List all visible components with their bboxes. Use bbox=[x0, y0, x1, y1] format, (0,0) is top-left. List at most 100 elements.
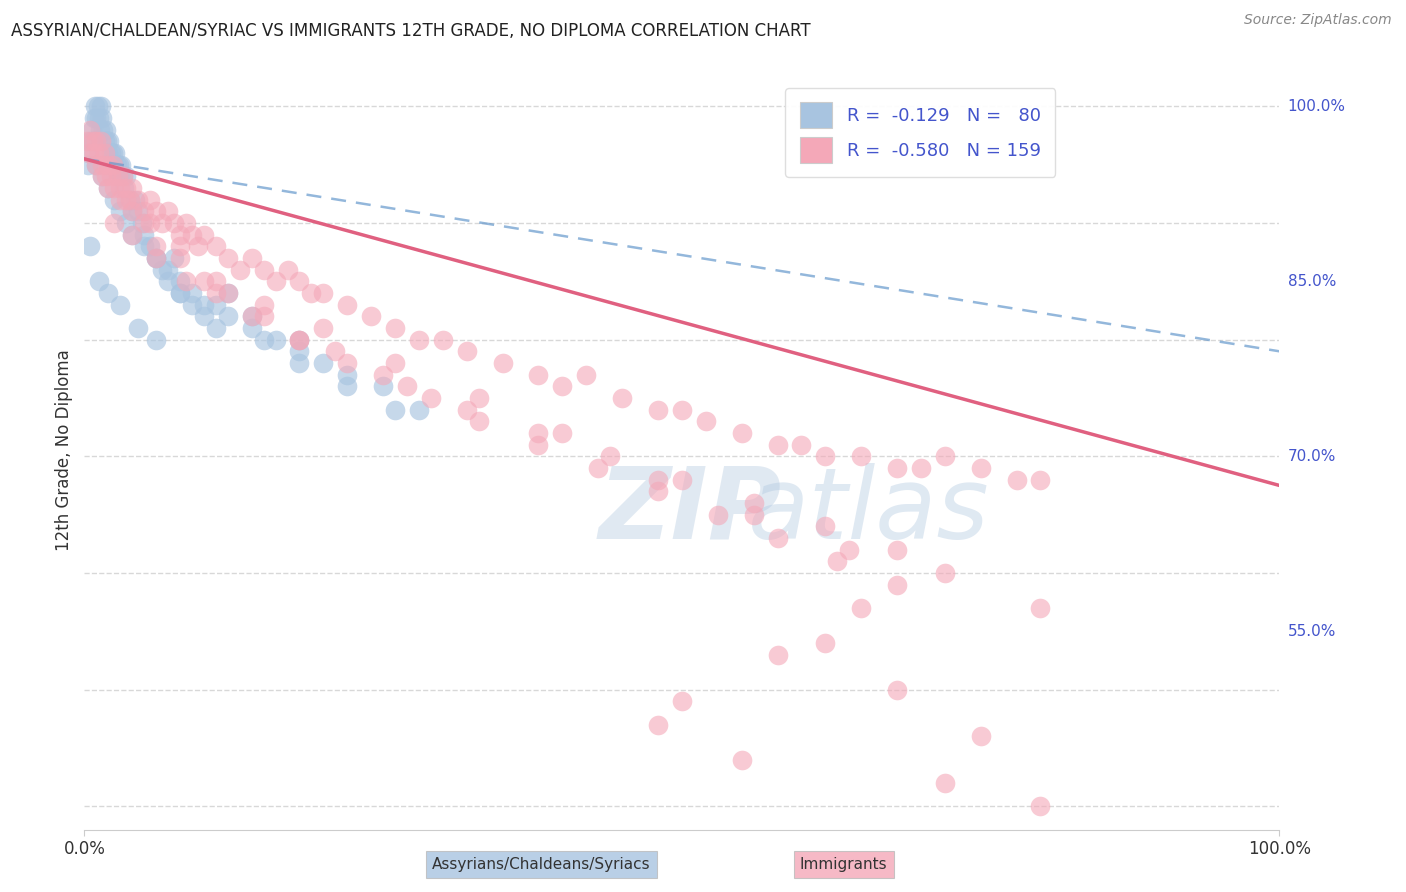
Point bbox=[96, 134, 118, 148]
Point bbox=[240, 310, 263, 324]
Point bbox=[86, 158, 108, 172]
Point bbox=[910, 461, 932, 475]
Point bbox=[157, 204, 180, 219]
Point bbox=[288, 356, 311, 370]
Point bbox=[731, 753, 754, 767]
Point bbox=[527, 425, 550, 440]
Point bbox=[851, 450, 873, 464]
Point bbox=[118, 193, 141, 207]
Point bbox=[187, 239, 209, 253]
Point bbox=[934, 450, 956, 464]
Point bbox=[671, 694, 693, 708]
Point bbox=[253, 262, 276, 277]
Point bbox=[91, 169, 114, 184]
Point bbox=[277, 262, 299, 277]
Point bbox=[886, 542, 908, 557]
Point bbox=[91, 111, 114, 125]
Point bbox=[647, 717, 669, 731]
Y-axis label: 12th Grade, No Diploma: 12th Grade, No Diploma bbox=[55, 350, 73, 551]
Point bbox=[671, 402, 693, 417]
Point bbox=[139, 193, 162, 207]
Point bbox=[217, 285, 239, 300]
Point bbox=[121, 227, 143, 242]
Point bbox=[551, 379, 574, 393]
Point bbox=[181, 227, 204, 242]
Point bbox=[79, 134, 101, 148]
Point bbox=[94, 169, 117, 184]
Point bbox=[288, 333, 311, 347]
Point bbox=[886, 577, 908, 591]
Point bbox=[205, 285, 228, 300]
Point bbox=[205, 321, 228, 335]
Point bbox=[77, 146, 100, 161]
Point bbox=[118, 193, 141, 207]
Point bbox=[827, 554, 849, 568]
Point bbox=[157, 274, 180, 288]
Point bbox=[814, 519, 837, 533]
Point bbox=[264, 333, 287, 347]
Point bbox=[110, 298, 132, 312]
Point bbox=[288, 344, 311, 359]
Point bbox=[132, 227, 156, 242]
Point bbox=[742, 496, 765, 510]
Point bbox=[551, 425, 574, 440]
Point bbox=[77, 158, 100, 172]
Text: 70.0%: 70.0% bbox=[1288, 449, 1336, 464]
Point bbox=[103, 181, 125, 195]
Point bbox=[205, 298, 228, 312]
Text: Immigrants: Immigrants bbox=[800, 857, 887, 872]
Point bbox=[396, 379, 419, 393]
Text: Assyrians/Chaldeans/Syriacs: Assyrians/Chaldeans/Syriacs bbox=[432, 857, 651, 872]
Point bbox=[312, 285, 335, 300]
Point bbox=[731, 425, 754, 440]
Point bbox=[264, 274, 287, 288]
Point bbox=[288, 274, 311, 288]
Point bbox=[132, 216, 156, 230]
Point bbox=[145, 333, 167, 347]
Point bbox=[814, 450, 837, 464]
Point bbox=[100, 146, 122, 161]
Point bbox=[1005, 473, 1028, 487]
Point bbox=[169, 251, 191, 265]
Point bbox=[105, 158, 128, 172]
Point bbox=[97, 181, 120, 195]
Point bbox=[193, 298, 215, 312]
Point bbox=[127, 321, 149, 335]
Point bbox=[110, 158, 132, 172]
Point bbox=[373, 379, 395, 393]
Point bbox=[240, 321, 263, 335]
Point bbox=[110, 169, 132, 184]
Point bbox=[193, 310, 215, 324]
Point bbox=[87, 111, 110, 125]
Point bbox=[970, 461, 993, 475]
Point bbox=[1029, 473, 1052, 487]
Point bbox=[886, 461, 908, 475]
Point bbox=[101, 146, 124, 161]
Point bbox=[93, 134, 115, 148]
Point bbox=[169, 285, 191, 300]
Point bbox=[647, 402, 669, 417]
Point bbox=[97, 285, 120, 300]
Point bbox=[104, 146, 127, 161]
Point bbox=[384, 321, 406, 335]
Point bbox=[384, 356, 406, 370]
Point bbox=[468, 391, 491, 405]
Point bbox=[588, 461, 610, 475]
Legend: R =  -0.129   N =   80, R =  -0.580   N = 159: R = -0.129 N = 80, R = -0.580 N = 159 bbox=[786, 88, 1056, 177]
Point bbox=[124, 193, 146, 207]
Point bbox=[174, 274, 197, 288]
Point bbox=[217, 251, 239, 265]
Point bbox=[103, 193, 125, 207]
Text: ASSYRIAN/CHALDEAN/SYRIAC VS IMMIGRANTS 12TH GRADE, NO DIPLOMA CORRELATION CHART: ASSYRIAN/CHALDEAN/SYRIAC VS IMMIGRANTS 1… bbox=[11, 22, 811, 40]
Point bbox=[193, 227, 215, 242]
Point bbox=[86, 111, 108, 125]
Point bbox=[86, 158, 108, 172]
Point bbox=[527, 368, 550, 382]
Point bbox=[110, 181, 132, 195]
Text: ZIP: ZIP bbox=[599, 463, 782, 559]
Point bbox=[91, 169, 114, 184]
Point bbox=[83, 146, 105, 161]
Point bbox=[312, 321, 335, 335]
Point bbox=[82, 134, 104, 148]
Point bbox=[174, 216, 197, 230]
